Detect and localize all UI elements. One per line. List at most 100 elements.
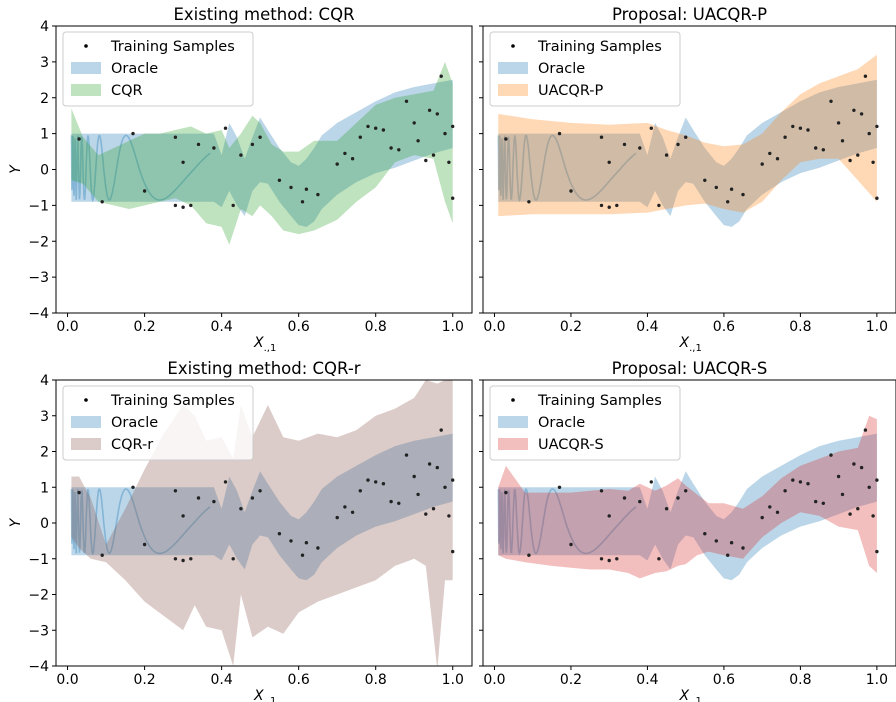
legend-label: Oracle: [538, 61, 585, 77]
training-sample-point: [316, 192, 320, 197]
training-sample-point: [852, 462, 856, 466]
training-sample-point: [435, 465, 439, 470]
training-sample-point: [142, 542, 147, 547]
x-tick-label: 0.0: [483, 319, 505, 335]
training-sample-point: [212, 499, 216, 504]
training-sample-point: [569, 542, 573, 547]
training-sample-point: [638, 146, 642, 150]
training-sample-point: [798, 126, 803, 130]
legend-patch-icon: [71, 416, 101, 428]
training-sample-point: [867, 131, 871, 136]
training-sample-point: [431, 153, 436, 157]
training-sample-point: [875, 478, 879, 482]
x-tick-label: 0.2: [133, 319, 155, 335]
y-tick-label: −3: [28, 623, 49, 639]
training-sample-point: [316, 546, 320, 550]
y-tick-label: 0: [40, 516, 49, 532]
training-sample-point: [557, 131, 562, 136]
training-sample-point: [181, 558, 185, 563]
legend-patch-icon: [498, 438, 528, 450]
training-sample-point: [607, 558, 611, 563]
training-sample-point: [768, 151, 772, 156]
training-sample-point: [638, 499, 642, 504]
plot-area: [497, 415, 879, 581]
training-sample-point: [760, 162, 764, 166]
x-tick-label: 0.8: [789, 672, 811, 688]
training-sample-point: [451, 549, 455, 554]
legend-label: Oracle: [111, 415, 158, 431]
training-sample-point: [856, 153, 860, 157]
y-tick-label: −2: [28, 588, 49, 604]
training-sample-point: [381, 482, 386, 486]
training-sample-point: [439, 74, 443, 78]
x-axis-label: X.,1: [253, 688, 276, 702]
panel-1: 0.0 0.2 0.4 0.6 0.8 1.0 −4 −3 −2 −1 0 1 2 3 4 Existing …: [8, 5, 473, 354]
training-sample-point: [875, 549, 879, 554]
training-sample-point: [231, 557, 235, 561]
legend-marker-icon: [84, 44, 88, 48]
training-sample-point: [714, 539, 718, 543]
training-sample-point: [859, 465, 864, 470]
x-tick-label: 1.0: [442, 319, 464, 335]
oracle-oscillation: [497, 134, 637, 203]
training-sample-point: [676, 142, 680, 147]
x-axis-label: X.,1: [679, 688, 702, 702]
y-tick-label: −4: [28, 306, 49, 322]
x-axis-label: X.,1: [253, 335, 276, 354]
training-sample-point: [726, 200, 730, 204]
training-sample-point: [289, 539, 293, 543]
x-tick-label: 0.8: [365, 319, 387, 335]
training-sample-point: [607, 160, 611, 164]
training-sample-point: [726, 553, 730, 557]
training-sample-point: [435, 112, 439, 116]
training-sample-point: [703, 178, 707, 182]
training-sample-point: [447, 514, 451, 518]
y-tick-label: 4: [40, 373, 49, 389]
training-sample-point: [768, 505, 772, 509]
x-tick-label: 0.6: [288, 672, 310, 688]
y-tick-label: 2: [40, 445, 49, 461]
training-sample-point: [649, 126, 653, 130]
training-sample-point: [569, 189, 573, 193]
training-sample-point: [142, 189, 147, 193]
training-sample-point: [196, 496, 201, 500]
training-sample-point: [856, 507, 860, 511]
y-tick-label: −1: [28, 198, 49, 214]
legend-patch-icon: [71, 438, 101, 450]
legend: Training Samples Oracle CQR-r: [62, 385, 254, 461]
training-sample-point: [447, 160, 451, 164]
training-sample-point: [181, 205, 185, 209]
panel-title: Existing method: CQR: [173, 5, 354, 24]
panel-title: Existing method: CQR-r: [167, 359, 360, 378]
training-sample-point: [173, 203, 178, 208]
training-sample-point: [848, 158, 852, 163]
oracle-oscillation: [70, 488, 211, 556]
legend-label: CQR: [111, 83, 143, 99]
training-sample-point: [277, 532, 282, 536]
training-sample-point: [335, 515, 339, 520]
training-sample-point: [289, 185, 293, 190]
training-sample-point: [189, 557, 193, 561]
panel-2: 0.0 0.2 0.4 0.6 0.8 1.0 Proposal: UACQR-P X.,1 T…: [479, 5, 896, 354]
x-tick-label: 1.0: [866, 672, 888, 688]
training-sample-point: [821, 501, 825, 505]
training-sample-point: [300, 553, 305, 557]
training-sample-point: [814, 499, 818, 504]
x-tick-label: 0.0: [56, 319, 78, 335]
training-sample-point: [599, 203, 604, 208]
training-sample-point: [798, 480, 803, 484]
legend-patch-icon: [498, 416, 528, 428]
training-sample-point: [714, 185, 718, 190]
legend: Training Samples Oracle UACQR-S: [489, 385, 681, 461]
oracle-oscillation: [70, 134, 211, 203]
training-sample-point: [335, 162, 339, 166]
training-sample-point: [374, 480, 378, 484]
training-sample-point: [424, 158, 428, 163]
y-tick-label: 3: [40, 55, 49, 71]
training-sample-point: [871, 514, 875, 518]
legend-box: [489, 31, 681, 107]
legend-label: Training Samples: [110, 39, 235, 55]
training-sample-point: [443, 131, 447, 136]
training-sample-point: [258, 489, 262, 493]
x-tick-label: 0.4: [636, 672, 658, 688]
